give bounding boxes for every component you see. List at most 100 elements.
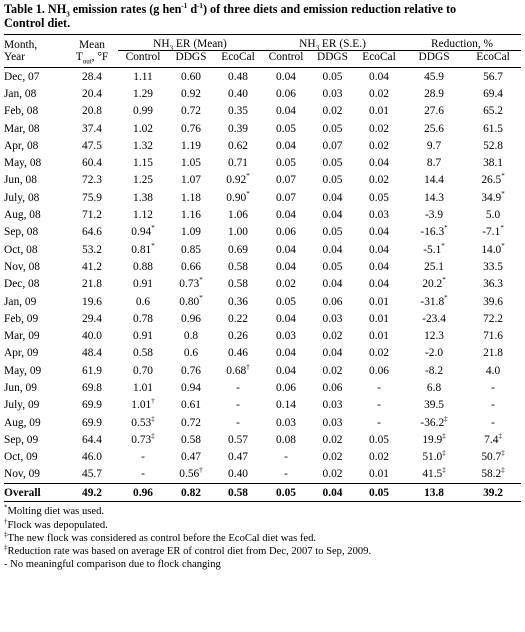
cell-rd: 12.3 bbox=[424, 330, 444, 343]
cell-me: 0.36 bbox=[228, 295, 248, 308]
cell-me: 0.68† bbox=[226, 362, 250, 377]
header-month: Month, bbox=[4, 39, 38, 51]
cell-t: 46.0 bbox=[82, 451, 102, 464]
cell-se: 0.04 bbox=[369, 157, 389, 170]
cell-se: 0.04 bbox=[369, 278, 389, 291]
caption-line-2: Control diet. bbox=[4, 16, 71, 30]
cell-mc: 0.58 bbox=[133, 347, 153, 360]
footnote: ‡The new flock was considered as control… bbox=[4, 530, 317, 544]
cell-me: 0.48 bbox=[228, 70, 248, 83]
cell-re: 34.9* bbox=[481, 189, 505, 204]
cell-mc: 0.91 bbox=[133, 330, 153, 343]
table-row: Feb, 09 29.4 0.78 0.96 0.22 0.04 0.03 0.01 -23.4… bbox=[4, 310, 521, 327]
cell-sd: 0.04 bbox=[322, 191, 343, 204]
cell-t: 75.9 bbox=[82, 191, 102, 204]
cell-md: 0.47 bbox=[181, 451, 201, 464]
cell-sd: 0.04 bbox=[322, 347, 343, 360]
cell-sc: 0.04 bbox=[276, 364, 296, 377]
cell-rd: 9.7 bbox=[426, 139, 442, 152]
cell-md: 1.09 bbox=[181, 226, 201, 239]
table-row: Nov, 08 41.2 0.88 0.66 0.58 0.04 0.05 0.04 25.1 3… bbox=[4, 258, 521, 275]
cell-rd: -8.2 bbox=[425, 364, 444, 377]
header-red-ecocal: EcoCal bbox=[476, 51, 510, 63]
cell-re: 39.2 bbox=[465, 483, 522, 503]
cell-se: 0.02 bbox=[369, 174, 389, 187]
cell-se: 0.04 bbox=[369, 226, 389, 239]
cell-sd: 0.05 bbox=[322, 157, 343, 170]
cell-me: 0.35 bbox=[228, 105, 248, 118]
cell-re: 56.7 bbox=[483, 70, 503, 83]
cell-re: - bbox=[491, 381, 495, 394]
cell-sc: 0.06 bbox=[276, 226, 296, 239]
cell-m: Oct, 08 bbox=[4, 243, 38, 256]
cell-sc: 0.03 bbox=[276, 416, 296, 429]
cell-m: Feb, 08 bbox=[4, 105, 39, 118]
cell-mc: 0.94* bbox=[131, 224, 155, 239]
cell-m: Jan, 08 bbox=[4, 87, 37, 100]
cell-m: Nov, 08 bbox=[4, 260, 40, 273]
cell-m: Nov, 09 bbox=[4, 468, 40, 481]
cell-re: 21.8 bbox=[483, 347, 503, 360]
cell-rd: 45.9 bbox=[424, 70, 444, 83]
table-row: Sep, 08 64.6 0.94* 1.09 1.00 0.06 0.05 0.04 -16.… bbox=[4, 224, 521, 241]
cell-me: 0.71 bbox=[228, 157, 248, 170]
cell-sd: 0.02 bbox=[322, 330, 343, 343]
cell-mc: - bbox=[141, 468, 145, 481]
cell-re: 65.2 bbox=[483, 105, 503, 118]
cell-m: Feb, 09 bbox=[4, 312, 39, 325]
cell-mc: 1.29 bbox=[133, 87, 153, 100]
cell-m: Aug, 09 bbox=[4, 416, 41, 429]
cell-sc: 0.04 bbox=[276, 139, 296, 152]
cell-t: 21.8 bbox=[82, 278, 102, 291]
table-body: Dec, 07 28.4 1.11 0.60 0.48 0.04 0.05 0.04 45.9 5… bbox=[4, 68, 522, 503]
cell-sd: 0.06 bbox=[322, 381, 343, 394]
cell-m: May, 08 bbox=[4, 157, 42, 170]
cell-m: Sep, 09 bbox=[4, 433, 39, 446]
cell-me: - bbox=[236, 399, 240, 412]
header-er-se: NH3 ER (S.E.) bbox=[262, 35, 404, 52]
cell-mc: 1.11 bbox=[133, 70, 153, 83]
cell-t: 49.2 bbox=[66, 483, 118, 503]
cell-re: 52.8 bbox=[483, 139, 503, 152]
header-reduction: Reduction, % bbox=[403, 35, 522, 51]
table-row: Oct, 09 46.0 - 0.47 0.47 - 0.02 0.02 51.0‡ 50.7‡ bbox=[4, 449, 521, 466]
cell-re: 71.6 bbox=[483, 330, 503, 343]
cell-me: 0.57 bbox=[228, 433, 248, 446]
cell-rd: 6.8 bbox=[426, 381, 442, 394]
cell-me: 0.46 bbox=[228, 347, 248, 360]
cell-mc: 0.6 bbox=[135, 295, 151, 308]
cell-md: 0.60 bbox=[181, 70, 201, 83]
cell-me: - bbox=[236, 416, 240, 429]
table-header: Month, Mean NH3 ER (Mean) NH3 ER (S.E.) … bbox=[4, 34, 522, 68]
cell-re: 72.2 bbox=[483, 312, 503, 325]
cell-sd: 0.04 bbox=[322, 278, 343, 291]
table-row: Sep, 09 64.4 0.73‡ 0.58 0.57 0.08 0.02 0.05 19.9… bbox=[4, 431, 521, 448]
cell-sc: 0.04 bbox=[276, 312, 296, 325]
cell-t: 61.9 bbox=[82, 364, 102, 377]
cell-sc: 0.04 bbox=[276, 243, 296, 256]
cell-md: 1.05 bbox=[181, 157, 201, 170]
cell-me: 0.92* bbox=[226, 172, 250, 187]
cell-m: July, 08 bbox=[4, 191, 40, 204]
cell-md: 0.85 bbox=[181, 243, 201, 256]
cell-sc: 0.06 bbox=[276, 381, 296, 394]
cell-sc: 0.08 bbox=[276, 433, 296, 446]
cell-m: Jun, 09 bbox=[4, 381, 37, 394]
table-row: Jan, 09 19.6 0.6 0.80* 0.36 0.05 0.06 0.01 -31.8… bbox=[4, 293, 521, 310]
cell-md: 0.6 bbox=[183, 347, 199, 360]
cell-rd: -2.0 bbox=[425, 347, 444, 360]
cell-t: 45.7 bbox=[82, 468, 102, 481]
cell-me: 0.58 bbox=[228, 260, 248, 273]
cell-sd: 0.02 bbox=[322, 451, 343, 464]
cell-se: 0.04 bbox=[369, 70, 389, 83]
table-row: Mar, 08 37.4 1.02 0.76 0.39 0.05 0.05 0.02 25.6 6… bbox=[4, 120, 521, 137]
overall-row: Overall 49.2 0.96 0.82 0.58 0.05 0.04 0.05 13.8 3… bbox=[4, 483, 522, 503]
footnote: ‡Reduction rate was based on average ER … bbox=[4, 543, 372, 558]
cell-re: 61.5 bbox=[483, 122, 503, 135]
cell-re: 5.0 bbox=[485, 209, 501, 222]
table-row: Aug, 09 69.9 0.53‡ 0.72 - 0.03 0.03 - -36.2‡ - bbox=[4, 414, 521, 431]
cell-rd: 14.4 bbox=[424, 174, 444, 187]
cell-t: 48.4 bbox=[82, 347, 102, 360]
cell-md: 0.66 bbox=[181, 260, 201, 273]
